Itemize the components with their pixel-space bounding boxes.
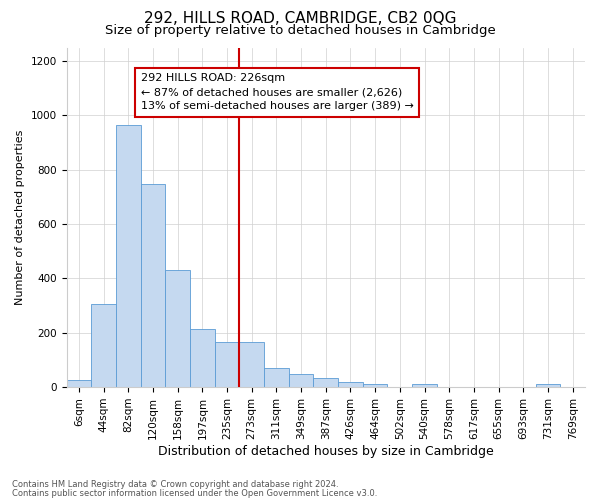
Text: 292, HILLS ROAD, CAMBRIDGE, CB2 0QG: 292, HILLS ROAD, CAMBRIDGE, CB2 0QG [144,11,456,26]
Y-axis label: Number of detached properties: Number of detached properties [15,130,25,305]
Text: Contains public sector information licensed under the Open Government Licence v3: Contains public sector information licen… [12,488,377,498]
Bar [289,374,313,387]
Bar [91,304,116,387]
Bar [313,378,338,387]
Bar [536,384,560,387]
Bar [338,382,363,387]
Bar [264,368,289,387]
Bar [363,384,388,387]
Bar [116,125,140,387]
Bar [239,342,264,387]
Text: Contains HM Land Registry data © Crown copyright and database right 2024.: Contains HM Land Registry data © Crown c… [12,480,338,489]
Bar [140,184,165,387]
X-axis label: Distribution of detached houses by size in Cambridge: Distribution of detached houses by size … [158,444,494,458]
Bar [412,384,437,387]
Bar [67,380,91,387]
Text: Size of property relative to detached houses in Cambridge: Size of property relative to detached ho… [104,24,496,37]
Bar [165,270,190,387]
Bar [190,329,215,387]
Text: 292 HILLS ROAD: 226sqm
← 87% of detached houses are smaller (2,626)
13% of semi-: 292 HILLS ROAD: 226sqm ← 87% of detached… [140,74,413,112]
Bar [215,342,239,387]
